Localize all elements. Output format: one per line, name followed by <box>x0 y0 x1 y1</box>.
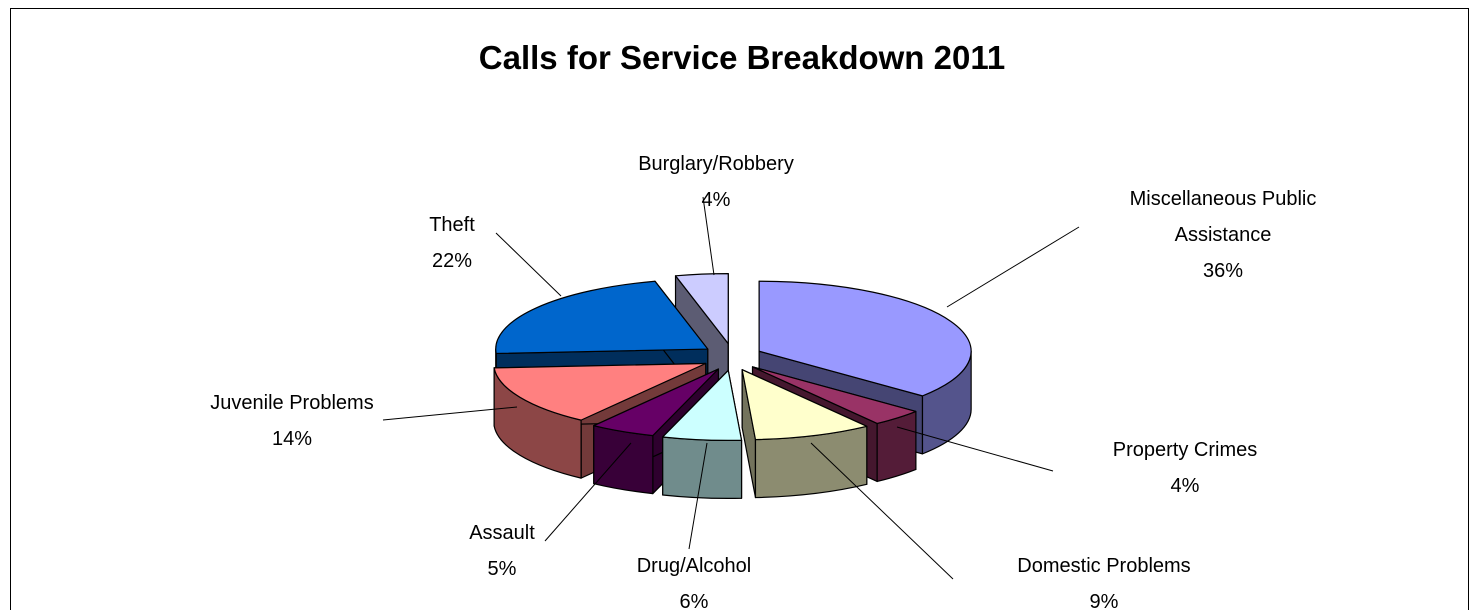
slice-percent-label: 9% <box>1090 591 1119 611</box>
slice-percent-label: 6% <box>680 591 709 611</box>
data-label-juvenile-problems: Juvenile Problems 14% <box>210 392 517 450</box>
slice-percent-label: 14% <box>272 428 312 450</box>
slice-percent-label: 4% <box>1171 475 1200 497</box>
slices-layer <box>494 274 971 499</box>
slice-category-label: Burglary/Robbery <box>638 153 794 175</box>
pie-chart: Calls for Service Breakdown 2011 Miscell… <box>11 9 1470 611</box>
slice-category-label: Theft <box>429 214 475 236</box>
data-label-theft: Theft 22% <box>429 214 561 296</box>
leader-line <box>947 227 1079 307</box>
leader-line <box>496 233 561 296</box>
slice-category-label: Drug/Alcohol <box>637 555 752 577</box>
slice-outer-wall <box>594 426 653 494</box>
chart-title: Calls for Service Breakdown 2011 <box>479 39 1005 76</box>
slice-category-label: Juvenile Problems <box>210 392 373 414</box>
slice-category-label: Assault <box>469 522 535 544</box>
data-label-burglary-robbery: Burglary/Robbery 4% <box>638 153 794 275</box>
slice-outer-wall <box>663 437 742 498</box>
slice-percent-label: 22% <box>432 250 472 272</box>
slice-category-label: Property Crimes <box>1113 439 1257 461</box>
slice-category-label: Assistance <box>1175 224 1272 246</box>
slice-percent-label: 5% <box>488 558 517 580</box>
slice-percent-label: 36% <box>1203 260 1243 282</box>
slice-category-label: Domestic Problems <box>1017 555 1190 577</box>
data-label-miscellaneous-public-assistance: Miscellaneous Public Assistance 36% <box>947 188 1316 307</box>
chart-frame: Calls for Service Breakdown 2011 Miscell… <box>10 8 1469 610</box>
slice-category-label: Miscellaneous Public <box>1130 188 1317 210</box>
slice-percent-label: 4% <box>702 189 731 211</box>
